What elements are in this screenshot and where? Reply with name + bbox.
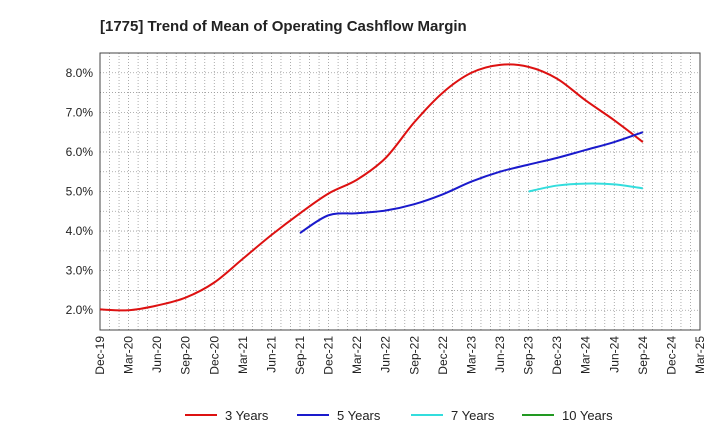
series-lines bbox=[99, 63, 644, 312]
x-tick-label: Sep-23 bbox=[522, 336, 536, 375]
x-tick-label: Sep-20 bbox=[179, 336, 193, 375]
x-tick-label: Mar-21 bbox=[236, 336, 250, 374]
x-axis: Dec-19 Mar-20 Jun-20 Sep-20 Dec-20 Mar-21 Jun-… bbox=[93, 336, 707, 375]
x-tick-label: Dec-19 bbox=[93, 336, 107, 375]
legend-label-5-years: 5 Years bbox=[337, 408, 381, 423]
series-line-7-years bbox=[528, 182, 643, 193]
x-tick-label: Jun-22 bbox=[379, 336, 393, 373]
x-tick-label: Mar-23 bbox=[464, 336, 478, 374]
plot-area bbox=[99, 52, 701, 331]
x-tick-label: Mar-25 bbox=[693, 336, 707, 374]
x-tick-label: Jun-23 bbox=[493, 336, 507, 373]
x-tick-label: Dec-22 bbox=[436, 336, 450, 375]
x-tick-label: Dec-21 bbox=[322, 336, 336, 375]
series-line-5-years bbox=[299, 131, 644, 234]
y-axis: 2.0% 3.0% 4.0% 5.0% 6.0% 7.0% 8.0% bbox=[66, 66, 94, 317]
x-tick-label: Dec-20 bbox=[207, 336, 221, 375]
grid bbox=[99, 52, 701, 331]
series-line-3-years bbox=[99, 63, 644, 312]
legend-label-7-years: 7 Years bbox=[451, 408, 495, 423]
x-tick-label: Dec-23 bbox=[550, 336, 564, 375]
y-tick-label: 6.0% bbox=[66, 145, 94, 159]
x-tick-label: Jun-20 bbox=[150, 336, 164, 373]
y-tick-label: 2.0% bbox=[66, 303, 94, 317]
legend: 3 Years 5 Years 7 Years 10 Years bbox=[185, 408, 613, 423]
y-tick-label: 7.0% bbox=[66, 105, 94, 119]
x-tick-label: Mar-20 bbox=[122, 336, 136, 374]
x-tick-label: Mar-22 bbox=[350, 336, 364, 374]
y-tick-label: 5.0% bbox=[66, 185, 94, 199]
chart-title: [1775] Trend of Mean of Operating Cashfl… bbox=[100, 18, 467, 35]
y-tick-label: 4.0% bbox=[66, 224, 94, 238]
x-tick-label: Jun-21 bbox=[264, 336, 278, 373]
legend-label-3-years: 3 Years bbox=[225, 408, 269, 423]
x-tick-label: Mar-24 bbox=[579, 336, 593, 374]
y-tick-label: 8.0% bbox=[66, 66, 94, 80]
x-tick-label: Sep-24 bbox=[636, 336, 650, 375]
y-tick-label: 3.0% bbox=[66, 264, 94, 278]
x-tick-label: Sep-22 bbox=[407, 336, 421, 375]
x-tick-label: Jun-24 bbox=[607, 336, 621, 373]
legend-label-10-years: 10 Years bbox=[562, 408, 613, 423]
x-tick-label: Dec-24 bbox=[664, 336, 678, 375]
x-tick-label: Sep-21 bbox=[293, 336, 307, 375]
